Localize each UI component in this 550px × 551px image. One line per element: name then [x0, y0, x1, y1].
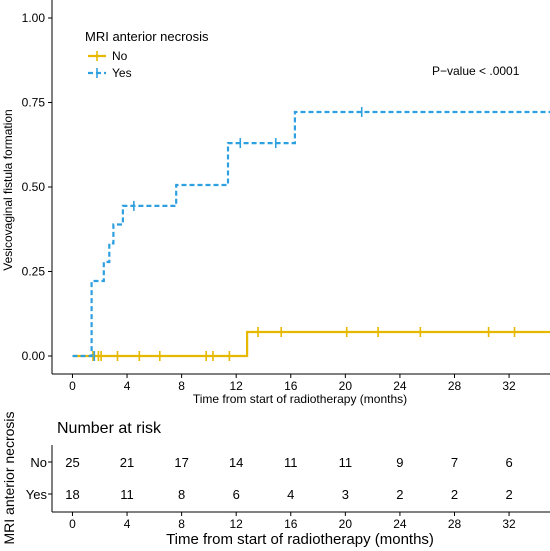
legend-item-yes: Yes	[88, 66, 132, 80]
risk-count-no: 6	[505, 455, 512, 470]
risk-count-yes: 2	[505, 487, 512, 502]
x-tick-label: 32	[502, 379, 516, 393]
risk-x-tick-label: 28	[448, 517, 462, 531]
risk-x-tick-label: 20	[339, 517, 353, 531]
series-line-no	[72, 330, 550, 358]
y-tick-label: 0.00	[22, 349, 46, 363]
y-tick-label: 0.50	[22, 180, 46, 194]
risk-count-no: 9	[396, 455, 403, 470]
risk-count-yes: 3	[342, 487, 349, 502]
risk-count-no: 21	[120, 455, 134, 470]
y-axis-title: Vesicovaginal fistula formation	[1, 109, 15, 270]
y-tick-label: 0.75	[22, 96, 46, 110]
legend-label-yes: Yes	[112, 66, 132, 80]
risk-count-yes: 6	[233, 487, 240, 502]
risk-count-yes: 2	[396, 487, 403, 502]
risk-count-yes: 2	[451, 487, 458, 502]
x-tick-label: 20	[339, 379, 353, 393]
y-tick-label: 1.00	[22, 11, 46, 25]
p-value-annotation: P−value < .0001	[432, 64, 520, 78]
risk-count-no: 7	[451, 455, 458, 470]
risk-count-yes: 8	[178, 487, 185, 502]
risk-x-tick-label: 12	[230, 517, 244, 531]
series-group	[72, 106, 550, 361]
risk-count-no: 17	[174, 455, 188, 470]
risk-table-y-title: MRI anterior necrosis	[1, 411, 17, 544]
risk-x-tick-label: 8	[178, 517, 185, 531]
x-tick-label: 16	[284, 379, 298, 393]
risk-count-no: 11	[339, 455, 353, 470]
risk-count-yes: 18	[65, 487, 79, 502]
risk-row-label-yes: Yes	[26, 487, 48, 502]
y-tick-label: 0.25	[22, 265, 46, 279]
legend: MRI anterior necrosis No Yes	[85, 29, 209, 80]
risk-table: Number at risk MRI anterior necrosis No 2…	[1, 411, 550, 548]
x-tick-label: 24	[393, 379, 407, 393]
risk-count-no: 11	[284, 455, 298, 470]
risk-x-tick-label: 32	[502, 517, 516, 531]
x-axis-ticks: 0 4 8 12 16 20 24 28 32	[69, 374, 516, 393]
risk-count-yes: 4	[287, 487, 294, 502]
risk-x-axis-title: Time from start of radiotherapy (months)	[166, 531, 434, 548]
x-tick-label: 8	[178, 379, 185, 393]
x-tick-label: 12	[230, 379, 244, 393]
legend-item-no: No	[88, 49, 128, 63]
risk-x-tick-label: 16	[284, 517, 298, 531]
y-axis-ticks: 0.00 0.25 0.50 0.75 1.00	[22, 11, 52, 363]
risk-x-axis-ticks: 0 4 8 12 16 20 24 28 32	[69, 512, 516, 531]
risk-count-yes: 11	[120, 487, 134, 502]
risk-table-title: Number at risk	[57, 420, 162, 437]
legend-label-no: No	[112, 49, 128, 63]
km-plot: Vesicovaginal fistula formation 0.00 0.25…	[1, 0, 550, 406]
x-tick-label: 0	[69, 379, 76, 393]
risk-x-tick-label: 4	[124, 517, 131, 531]
risk-x-tick-label: 24	[393, 517, 407, 531]
x-tick-label: 28	[448, 379, 462, 393]
x-tick-label: 4	[124, 379, 131, 393]
series-line-yes	[72, 110, 550, 358]
risk-row-label-no: No	[30, 455, 47, 470]
x-axis-title: Time from start of radiotherapy (months)	[193, 392, 407, 406]
risk-count-no: 14	[229, 455, 243, 470]
risk-table-rows: No 25 21 17 14 11 11 9 7 6 Yes 18 11 8 6 4 3 2 2 2	[26, 455, 513, 502]
risk-count-no: 25	[65, 455, 79, 470]
risk-x-tick-label: 0	[69, 517, 76, 531]
legend-title: MRI anterior necrosis	[85, 29, 209, 44]
